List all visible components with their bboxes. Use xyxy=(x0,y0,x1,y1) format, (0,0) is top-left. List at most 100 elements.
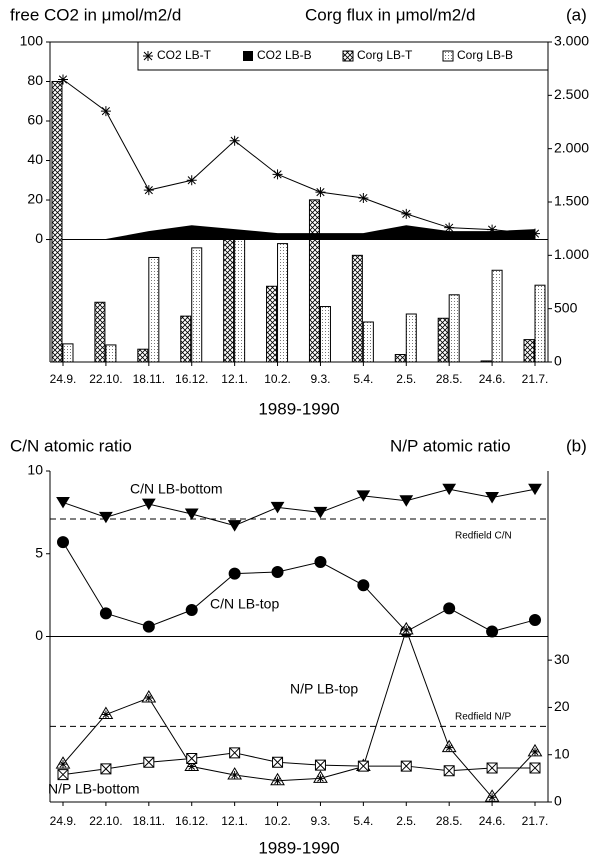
y2-axis-title: Corg flux in μmol/m2/d xyxy=(305,5,475,24)
y-axis-title: C/N atomic ratio xyxy=(10,436,132,455)
marker xyxy=(401,208,412,219)
legend-label: CO2 LB-T xyxy=(157,48,212,62)
legend-symbol xyxy=(342,50,354,62)
marker xyxy=(314,556,327,569)
marker xyxy=(529,613,541,626)
y2-tick-label: 2.000 xyxy=(554,139,589,155)
bar xyxy=(51,80,63,363)
marker xyxy=(443,602,456,615)
marker xyxy=(356,490,371,502)
series-label: N/P LB-bottom xyxy=(48,781,140,797)
y2-tick-label: 3.000 xyxy=(554,33,589,49)
bar xyxy=(308,199,320,363)
bar xyxy=(180,315,192,363)
x-tick-label: 5.4. xyxy=(353,814,373,828)
legend-label: CO2 LB-B xyxy=(257,48,312,62)
y-tick-label: 40 xyxy=(27,151,43,167)
line xyxy=(62,79,536,235)
marker xyxy=(399,495,414,507)
x-tick-label: 9.3. xyxy=(310,814,330,828)
bar xyxy=(405,313,417,363)
x-tick-label: 10.2. xyxy=(264,372,291,386)
marker xyxy=(485,491,499,504)
marker xyxy=(56,496,70,509)
marker xyxy=(99,607,112,620)
y2-axis-title: N/P atomic ratio xyxy=(390,436,511,455)
legend-label: Corg LB-B xyxy=(457,48,513,62)
reference-label: Redfield C/N xyxy=(455,531,512,542)
y2-tick-label: 30 xyxy=(554,651,570,667)
marker xyxy=(98,706,114,720)
x-tick-label: 24.6. xyxy=(479,372,506,386)
y2-tick-label: 0 xyxy=(554,353,562,369)
marker xyxy=(443,765,455,777)
marker xyxy=(272,169,283,180)
marker xyxy=(442,483,457,496)
series-label: C/N LB-bottom xyxy=(130,481,223,497)
y-tick-label: 20 xyxy=(27,191,43,207)
marker xyxy=(444,222,455,233)
marker xyxy=(186,752,198,764)
x-tick-label: 18.11. xyxy=(133,814,165,828)
x-tick-label: 12.1. xyxy=(221,814,248,828)
legend-symbol xyxy=(143,51,153,61)
marker xyxy=(484,789,500,802)
bar xyxy=(266,285,278,363)
bar xyxy=(394,354,406,363)
bar xyxy=(148,256,160,363)
y-tick-label: 5 xyxy=(35,544,43,560)
marker xyxy=(314,759,326,771)
reference-label: Redfield N/P xyxy=(455,712,511,723)
panel-label: (a) xyxy=(566,5,587,24)
y-tick-label: 100 xyxy=(20,33,44,49)
marker xyxy=(143,756,155,768)
y2-tick-label: 10 xyxy=(554,745,570,761)
marker xyxy=(357,579,370,592)
bar xyxy=(480,360,492,363)
marker xyxy=(100,106,111,117)
bar xyxy=(94,301,106,363)
marker xyxy=(270,772,285,786)
marker xyxy=(528,483,542,496)
marker xyxy=(315,187,326,198)
y2-tick-label: 1.000 xyxy=(554,246,589,262)
marker xyxy=(141,689,157,703)
y2-tick-label: 2.500 xyxy=(554,86,589,102)
marker xyxy=(487,224,498,235)
x-tick-label: 10.2. xyxy=(264,814,291,828)
area xyxy=(63,225,536,241)
y-tick-label: 60 xyxy=(27,112,43,128)
bar xyxy=(362,321,374,363)
x-axis-title: 1989-1990 xyxy=(258,399,339,418)
x-tick-label: 22.10. xyxy=(89,372,122,386)
x-tick-label: 2.5. xyxy=(396,814,416,828)
series-label: N/P LB-top xyxy=(290,681,358,697)
marker xyxy=(400,760,412,772)
y2-tick-label: 0 xyxy=(554,793,562,809)
x-tick-label: 5.4. xyxy=(353,372,373,386)
bar xyxy=(437,317,449,363)
x-tick-label: 24.6. xyxy=(479,814,506,828)
y-tick-label: 0 xyxy=(35,627,43,643)
bar xyxy=(234,232,246,363)
line xyxy=(62,541,536,633)
y2-tick-label: 1.500 xyxy=(554,193,589,209)
marker xyxy=(398,621,414,635)
marker xyxy=(486,625,499,638)
marker xyxy=(55,756,71,769)
x-tick-label: 22.10. xyxy=(89,814,122,828)
marker xyxy=(227,767,243,780)
panel-label: (b) xyxy=(566,436,587,455)
marker xyxy=(357,760,369,772)
marker xyxy=(228,567,241,580)
marker xyxy=(142,620,155,633)
line xyxy=(62,752,535,776)
marker xyxy=(272,756,284,768)
y-axis-title: free CO2 in μmol/m2/d xyxy=(10,5,181,24)
bar xyxy=(137,348,149,363)
x-tick-label: 24.9. xyxy=(50,372,77,386)
y-tick-label: 10 xyxy=(27,462,43,478)
legend-symbol xyxy=(243,51,253,61)
x-tick-label: 2.5. xyxy=(396,372,416,386)
